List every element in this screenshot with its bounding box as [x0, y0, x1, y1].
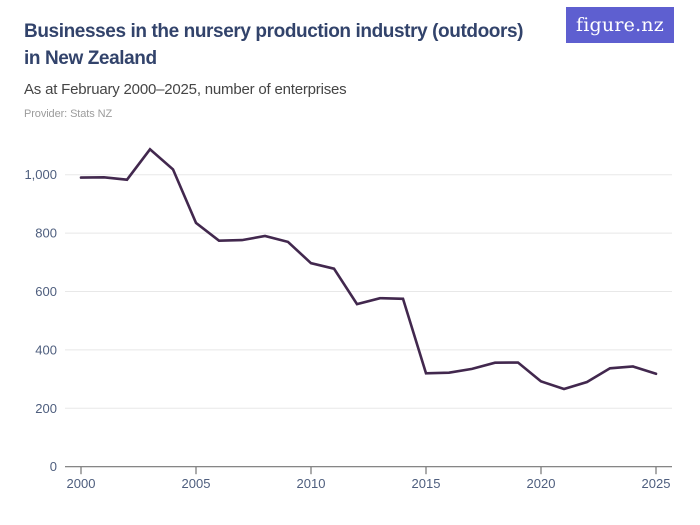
x-axis-label: 2010	[297, 476, 326, 491]
figure-nz-logo[interactable]: figure.nz	[566, 7, 674, 43]
x-axis-label: 2015	[412, 476, 441, 491]
x-axis-label: 2025	[642, 476, 671, 491]
header: Businesses in the nursery production ind…	[24, 18, 554, 120]
x-axis-label: 2005	[182, 476, 211, 491]
y-axis-label: 400	[35, 342, 57, 357]
title-line-1: Businesses in the nursery production ind…	[24, 21, 524, 42]
page-title: Businesses in the nursery production ind…	[24, 18, 554, 72]
chart-subtitle: As at February 2000–2025, number of ente…	[24, 81, 347, 98]
x-axis-label: 2020	[527, 476, 556, 491]
y-axis-label: 600	[35, 284, 57, 299]
x-axis-label: 2000	[67, 476, 96, 491]
title-line-2: in New Zealand	[24, 48, 157, 69]
figure-nz-logo-text: figure.nz	[576, 14, 664, 36]
provider-label: Provider: Stats NZ	[24, 108, 113, 120]
y-axis-label: 0	[50, 459, 57, 474]
y-axis-label: 200	[35, 401, 57, 416]
y-axis-label: 800	[35, 226, 57, 241]
y-axis-label: 1,000	[24, 167, 57, 182]
data-line	[79, 147, 658, 391]
